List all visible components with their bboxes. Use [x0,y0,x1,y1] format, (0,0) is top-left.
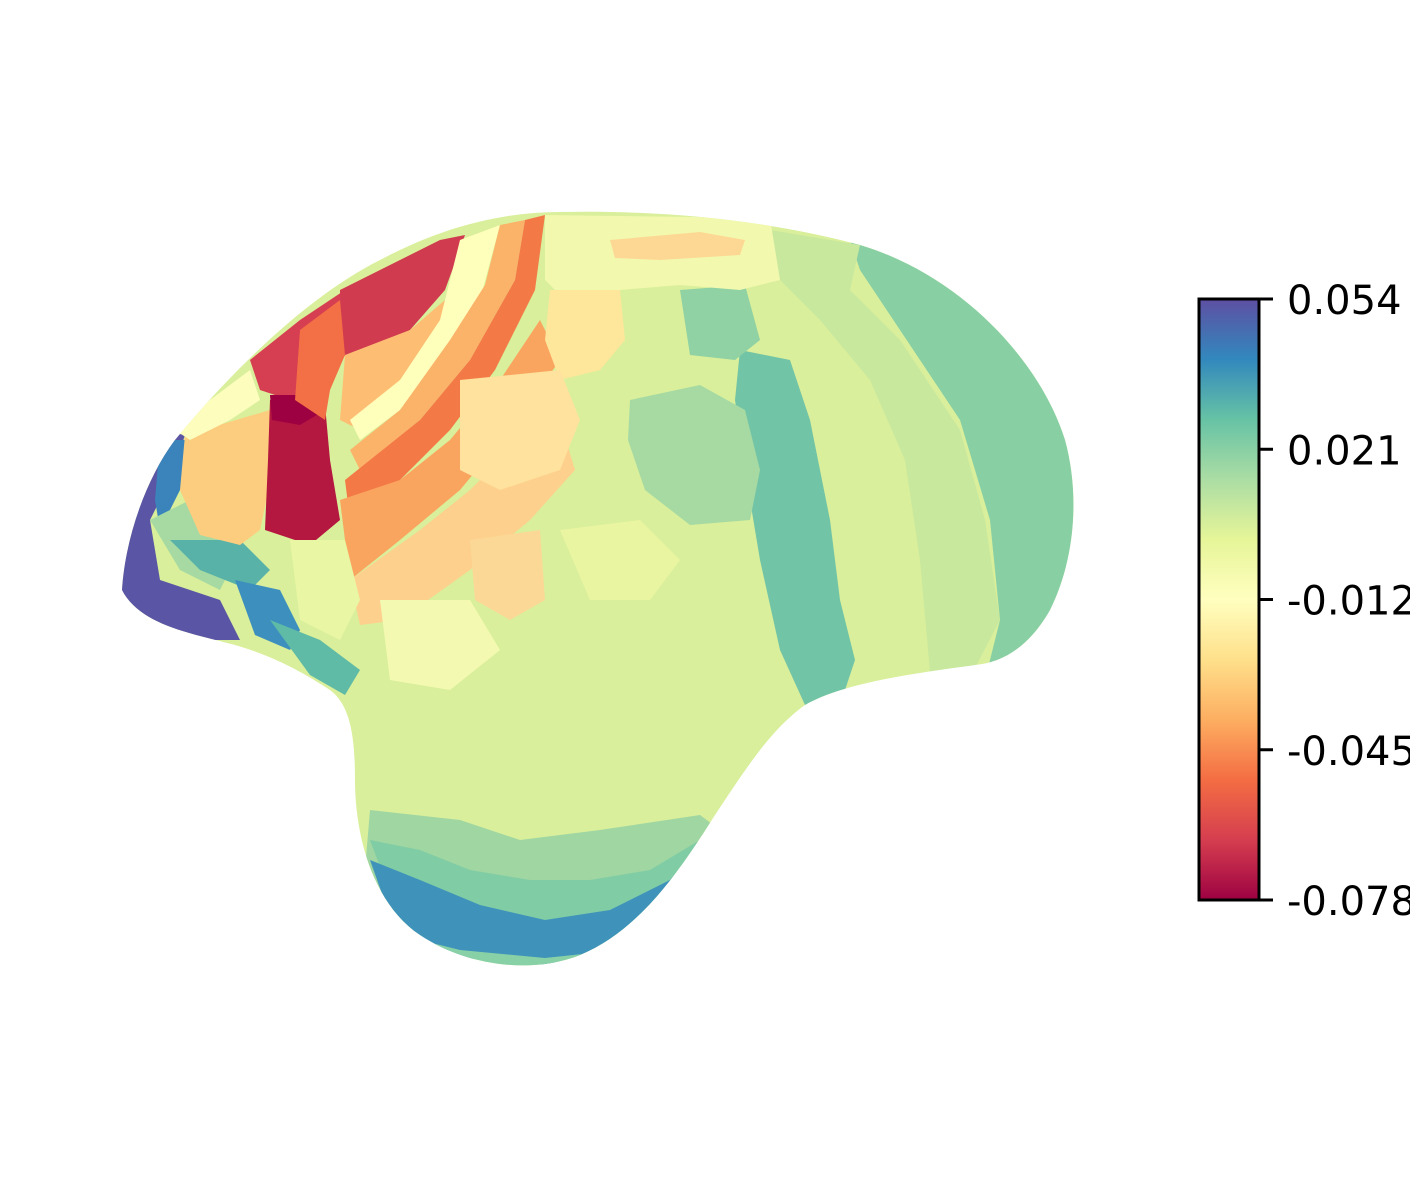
brain-surface [122,211,1074,966]
region-temporal-orange-patch [470,530,545,620]
colorbar-tick-label: -0.012 [1287,579,1410,625]
colorbar-ticks: 0.054 0.021 -0.012 -0.045 -0.078 [1259,278,1410,925]
region-parietal-yellow [545,290,625,380]
region-supramarginal [460,370,580,490]
region-frontal-yellow [175,370,260,440]
region-frontal-orange-2 [295,300,345,420]
region-temporal-pole-light [380,600,500,690]
region-frontal-orange [180,410,275,545]
colorbar-tick-label: -0.045 [1287,729,1410,775]
region-orbital-2 [170,540,270,590]
colorbar-gradient [1199,299,1259,900]
region-parietal-orange-patch [610,232,745,260]
region-orbital-4 [270,620,360,695]
colorbar-tick-label: 0.054 [1287,278,1402,324]
region-central-orange [345,215,545,520]
region-frontal-red-2 [340,235,465,360]
region-parietal-blob [628,385,760,525]
region-temporal-light [560,520,680,600]
region-parietal-band [735,350,855,705]
region-parietal-patch [680,285,760,360]
region-precentral-light [350,225,500,440]
colorbar-tick-label: -0.078 [1287,879,1410,925]
region-precentral-orange [350,220,525,470]
colorbar-tick-label: 0.021 [1287,428,1402,474]
region-frontal-light-green [290,540,360,640]
region-frontal-darkred [265,400,340,545]
colorbar: 0.054 0.021 -0.012 -0.045 -0.078 [1197,278,1410,925]
region-frontal-orange-3 [340,260,470,430]
region-posterior-2 [770,230,1000,672]
